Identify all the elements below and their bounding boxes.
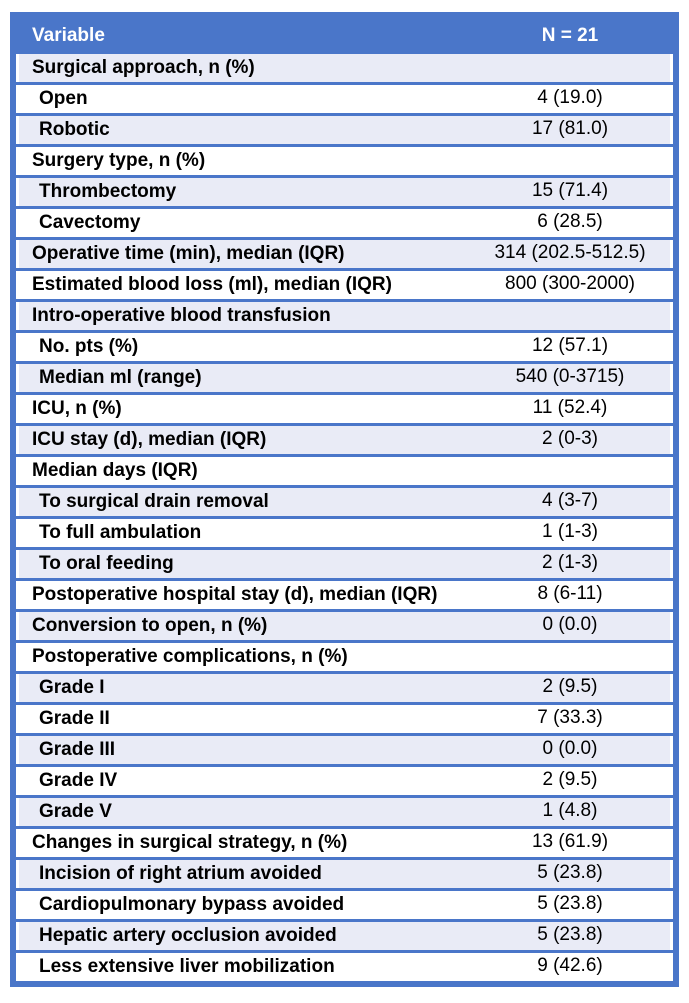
table-row: Median ml (range) 540 (0-3715) <box>16 364 673 395</box>
table-body: Surgical approach, n (%) Open 4 (19.0) Robo… <box>16 54 673 981</box>
row-value: 2 (1-3) <box>542 552 598 573</box>
row-value: 4 (3-7) <box>542 490 598 511</box>
row-label: Surgical approach, n (%) <box>32 57 255 78</box>
row-value: 7 (33.3) <box>537 707 603 728</box>
table-row: Changes in surgical strategy, n (%) 13 (6… <box>16 829 673 860</box>
row-label: Hepatic artery occlusion avoided <box>39 925 337 946</box>
table-row: Operative time (min), median (IQR) 314 (2… <box>16 240 673 271</box>
row-value: 5 (23.8) <box>537 862 603 883</box>
row-value: 12 (57.1) <box>531 335 609 356</box>
row-value: 0 (0.0) <box>542 614 598 635</box>
table-row: No. pts (%) 12 (57.1) <box>16 333 673 364</box>
row-value: 11 (52.4) <box>532 397 608 418</box>
table-row: To oral feeding 2 (1-3) <box>16 550 673 581</box>
table-row: Surgery type, n (%) <box>16 147 673 178</box>
table-row: Grade II 7 (33.3) <box>16 705 673 736</box>
row-value: 5 (23.8) <box>537 893 603 914</box>
row-label: Intro-operative blood transfusion <box>32 305 331 326</box>
row-label: ICU, n (%) <box>32 398 122 419</box>
table-row: Less extensive liver mobilization 9 (42.6… <box>16 953 673 981</box>
table-row: Grade V 1 (4.8) <box>16 798 673 829</box>
row-label: Grade I <box>39 677 105 698</box>
row-value: 4 (19.0) <box>537 87 603 108</box>
row-value: 6 (28.5) <box>537 211 603 232</box>
row-label: Operative time (min), median (IQR) <box>32 243 345 264</box>
table-row: Open 4 (19.0) <box>16 85 673 116</box>
row-label: Less extensive liver mobilization <box>39 956 335 977</box>
table-row: Surgical approach, n (%) <box>16 54 673 85</box>
table-row: Hepatic artery occlusion avoided 5 (23.8) <box>16 922 673 953</box>
outcomes-table: Variable N = 21 Surgical approach, n (%)… <box>10 12 679 987</box>
row-label: Median ml (range) <box>39 367 202 388</box>
row-label: Postoperative hospital stay (d), median … <box>32 584 438 605</box>
row-label: To surgical drain removal <box>39 491 269 512</box>
table-row: Median days (IQR) <box>16 457 673 488</box>
table-row: Intro-operative blood transfusion <box>16 302 673 333</box>
row-value: 5 (23.8) <box>537 924 603 945</box>
row-value: 13 (61.9) <box>531 831 609 852</box>
row-label: Surgery type, n (%) <box>32 150 206 171</box>
row-label: Grade V <box>39 801 112 822</box>
row-label: Conversion to open, n (%) <box>32 615 268 636</box>
row-label: Open <box>39 88 88 109</box>
row-label: Cavectomy <box>39 212 141 233</box>
row-label: Median days (IQR) <box>32 460 198 481</box>
row-value: 9 (42.6) <box>537 955 603 976</box>
row-label: To oral feeding <box>39 553 174 574</box>
table-row: Thrombectomy 15 (71.4) <box>16 178 673 209</box>
row-label: Postoperative complications, n (%) <box>32 646 348 667</box>
table-row: Postoperative complications, n (%) <box>16 643 673 674</box>
row-value: 2 (9.5) <box>542 769 598 790</box>
row-label: Robotic <box>39 119 110 140</box>
row-label: ICU stay (d), median (IQR) <box>32 429 267 450</box>
row-label: Grade II <box>39 708 110 729</box>
row-label: No. pts (%) <box>39 336 139 357</box>
table-row: Cardiopulmonary bypass avoided 5 (23.8) <box>16 891 673 922</box>
table-header-row: Variable N = 21 <box>16 18 673 54</box>
table-row: Postoperative hospital stay (d), median … <box>16 581 673 612</box>
row-label: Cardiopulmonary bypass avoided <box>39 894 345 915</box>
row-value: 314 (202.5-512.5) <box>494 242 646 263</box>
table-row: To full ambulation 1 (1-3) <box>16 519 673 550</box>
table-row: Cavectomy 6 (28.5) <box>16 209 673 240</box>
table-row: Conversion to open, n (%) 0 (0.0) <box>16 612 673 643</box>
table-row: Grade III 0 (0.0) <box>16 736 673 767</box>
row-value: 8 (6-11) <box>537 583 603 604</box>
row-value: 2 (9.5) <box>542 676 598 697</box>
row-label: Incision of right atrium avoided <box>39 863 322 884</box>
row-label: Thrombectomy <box>39 181 177 202</box>
row-value: 1 (4.8) <box>542 800 598 821</box>
table-row: Grade IV 2 (9.5) <box>16 767 673 798</box>
row-value: 540 (0-3715) <box>515 366 625 387</box>
row-value: 2 (0-3) <box>542 428 598 449</box>
table-row: Robotic 17 (81.0) <box>16 116 673 147</box>
row-value: 1 (1-3) <box>542 521 598 542</box>
row-value: 17 (81.0) <box>531 118 609 139</box>
table-row: ICU stay (d), median (IQR) 2 (0-3) <box>16 426 673 457</box>
row-value: 15 (71.4) <box>531 180 609 201</box>
row-value: 0 (0.0) <box>542 738 598 759</box>
table-row: Grade I 2 (9.5) <box>16 674 673 705</box>
table-row: To surgical drain removal 4 (3-7) <box>16 488 673 519</box>
table-row: ICU, n (%) 11 (52.4) <box>16 395 673 426</box>
row-label: Changes in surgical strategy, n (%) <box>32 832 348 853</box>
header-variable-label: Variable <box>32 25 105 46</box>
row-label: Estimated blood loss (ml), median (IQR) <box>32 274 392 295</box>
row-label: To full ambulation <box>39 522 202 543</box>
row-label: Grade IV <box>39 770 118 791</box>
header-n-label: N = 21 <box>541 25 599 46</box>
row-value: 800 (300-2000) <box>505 273 635 294</box>
row-label: Grade III <box>39 739 116 760</box>
table-row: Incision of right atrium avoided 5 (23.8) <box>16 860 673 891</box>
table-row: Estimated blood loss (ml), median (IQR) 8… <box>16 271 673 302</box>
